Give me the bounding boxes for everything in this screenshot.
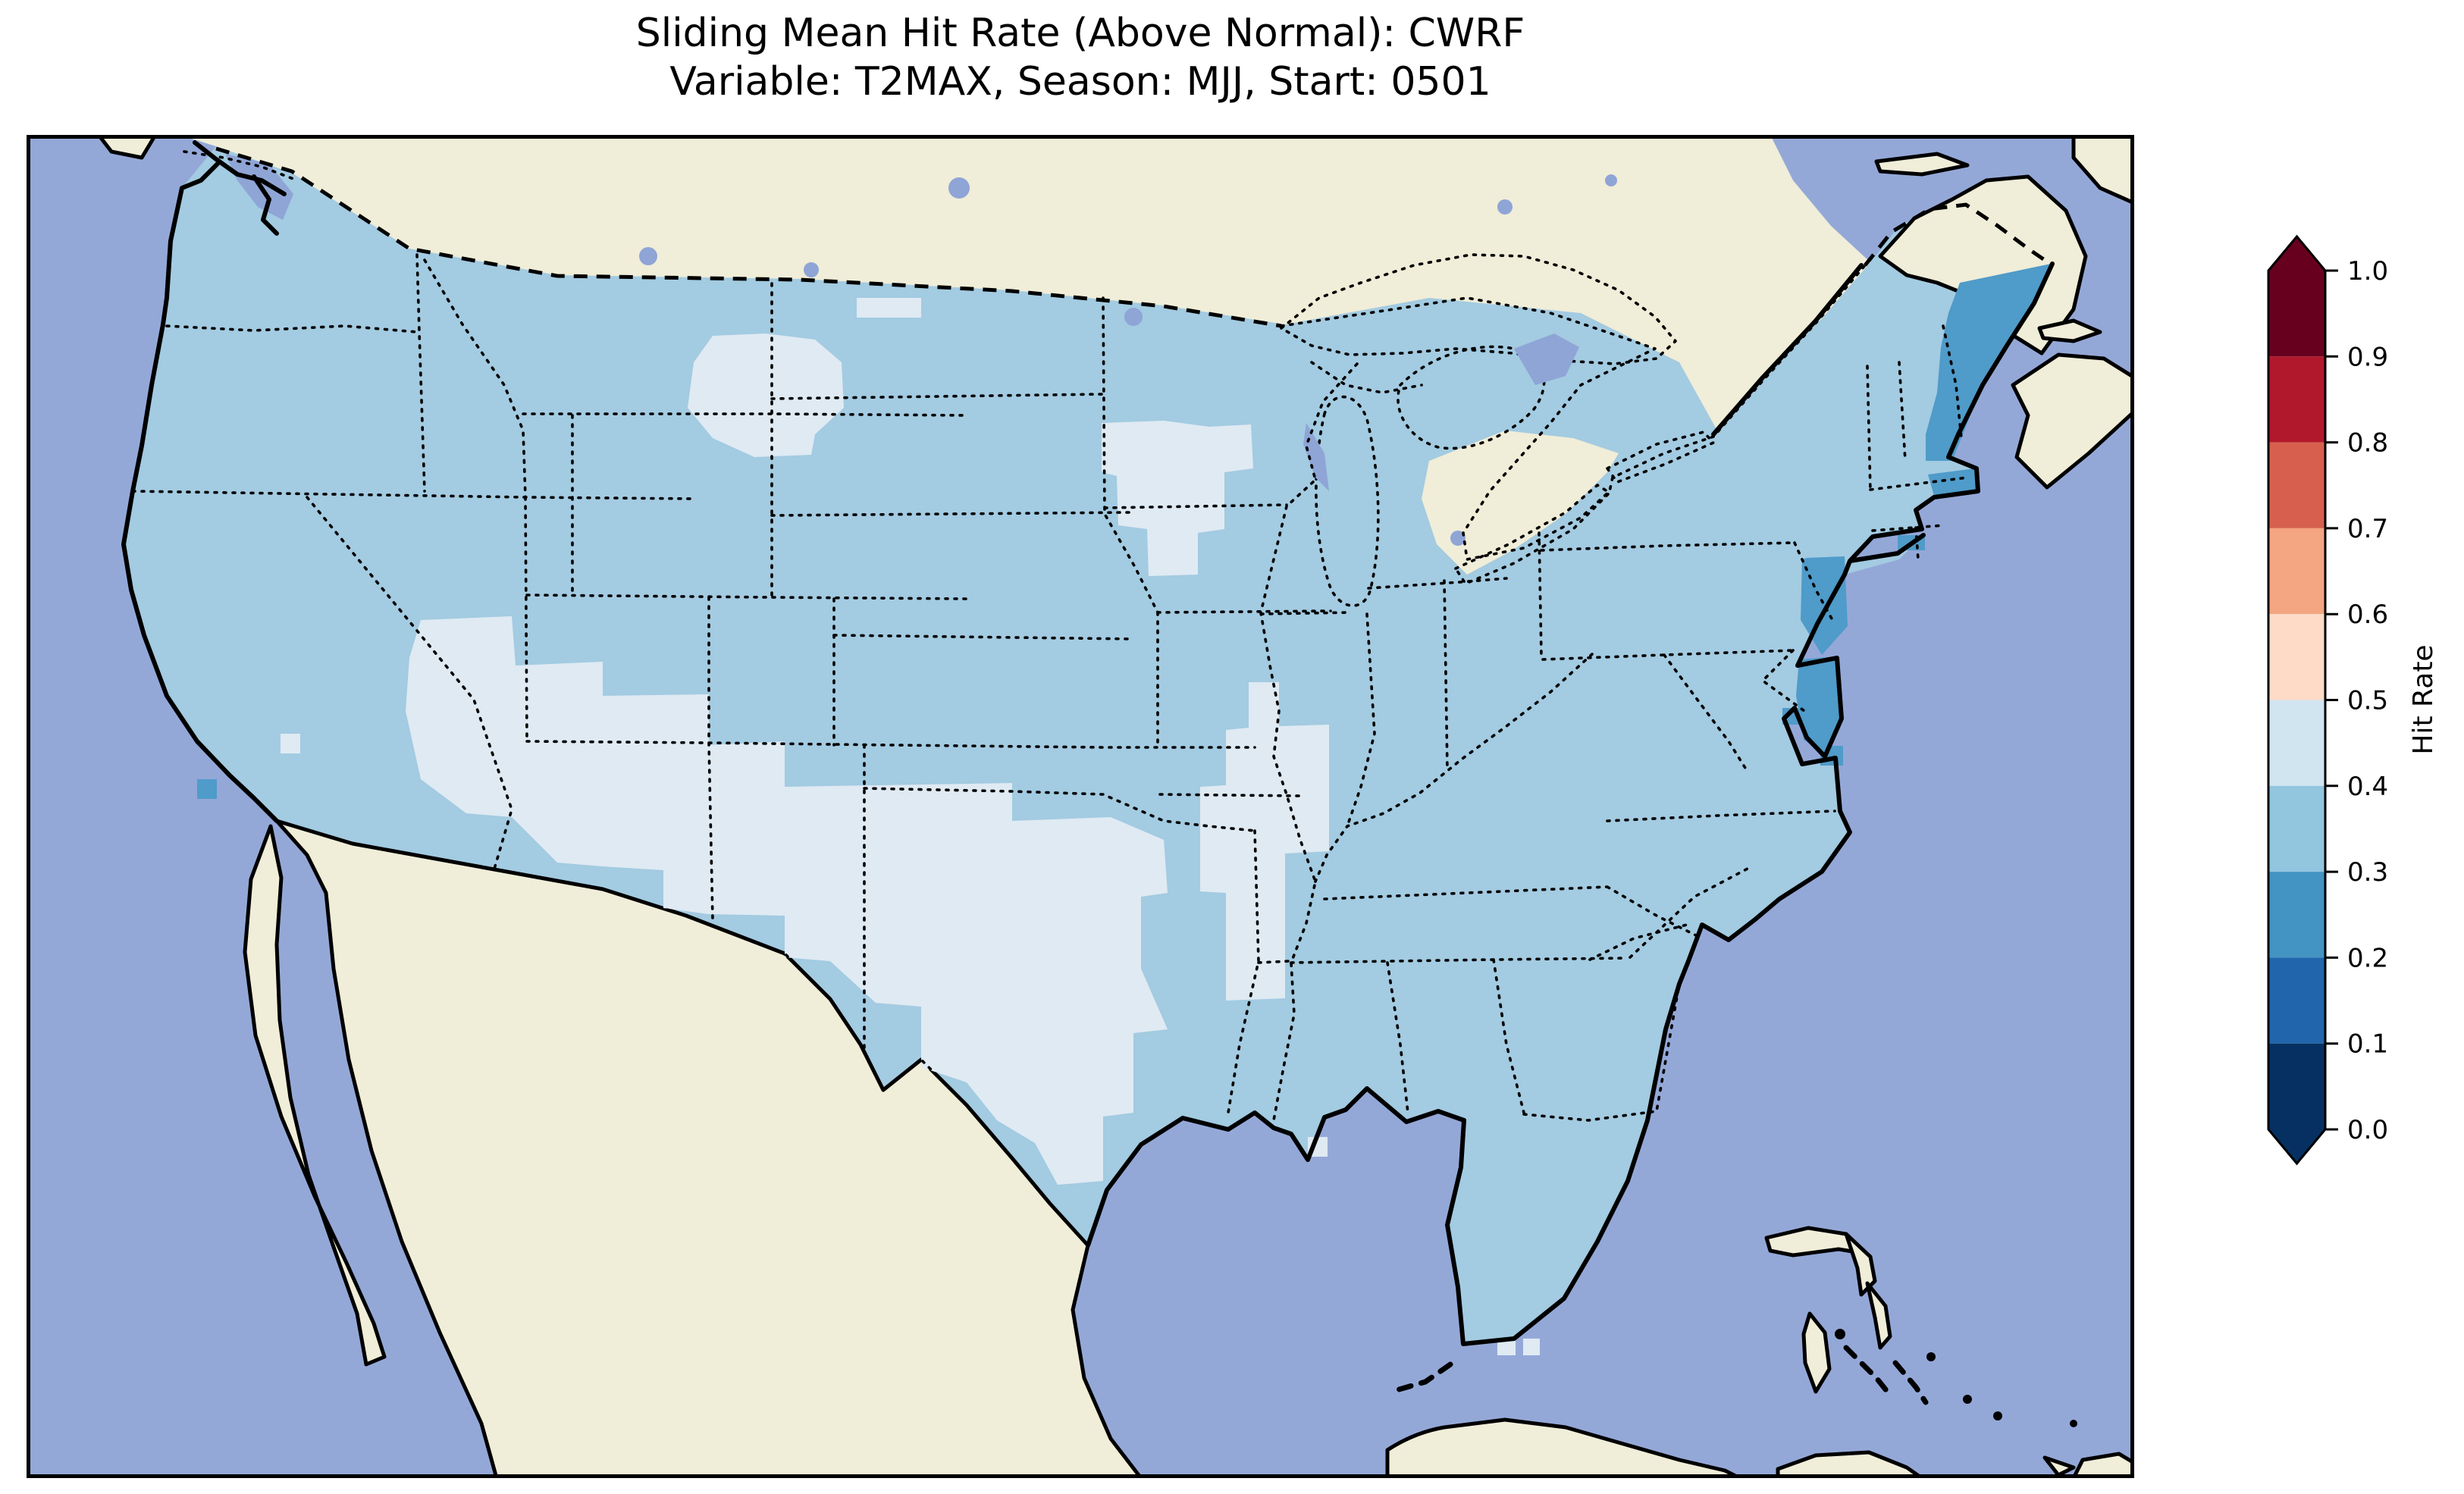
cbar-bin-2 <box>2268 442 2325 528</box>
atlantic-gulf-coastline <box>1086 262 2055 1346</box>
colorbar-bins <box>2268 271 2325 1129</box>
hit-rate-colorbar: 1.0 0.9 0.8 0.7 0.6 0.5 0.4 0.3 0.2 0.1 … <box>2267 234 2439 1166</box>
cbar-bin-0 <box>2268 271 2325 357</box>
prince-edward-island <box>2037 318 2102 343</box>
figure-title-line2: Variable: T2MAX, Season: MJJ, Start: 050… <box>669 59 1491 105</box>
coastlines <box>121 140 2055 1346</box>
map-panel <box>27 135 2134 1478</box>
lake-huron <box>1397 345 1546 450</box>
small-lake-canada-4 <box>1497 199 1513 215</box>
cbar-bin-7 <box>2268 872 2325 958</box>
us-canada-border-lakes <box>1280 264 1867 561</box>
patch-cell-florida-strait-1 <box>1497 1339 1516 1355</box>
ontario-peninsula-land <box>1422 431 1619 575</box>
new-providence <box>1835 1329 1845 1339</box>
state-borders-east <box>1540 324 1969 773</box>
lake-michigan <box>1315 395 1380 607</box>
inagua <box>2042 1455 2076 1477</box>
lake-st-clair <box>1450 531 1466 546</box>
patch-tennessee-valley <box>1200 682 1329 1001</box>
state-borders-plains <box>770 296 1332 1114</box>
conus-hit-rate-map <box>27 135 2134 1478</box>
georgian-bay <box>1514 334 1579 385</box>
vancouver-island-tip <box>96 135 158 160</box>
cells-coastal-maine <box>1926 264 2051 461</box>
tick-label: 0.5 <box>2347 686 2388 716</box>
crooked-island <box>1963 1395 1972 1404</box>
figure-title: Sliding Mean Hit Rate (Above Normal): CW… <box>27 9 2134 106</box>
cuba-west <box>1385 1417 1742 1478</box>
new-brunswick-land <box>1878 174 2088 355</box>
andros <box>1801 1311 1832 1394</box>
patch-cells-north-dakota <box>857 298 921 318</box>
us-mexico-border <box>275 819 1089 1247</box>
eleuthera <box>1865 1281 1892 1350</box>
tick-label: 0.9 <box>2347 342 2388 372</box>
lake-superior <box>1280 253 1677 365</box>
mayaguana <box>1993 1411 2002 1420</box>
lake-ontario <box>1606 431 1715 484</box>
patch-wisconsin <box>1102 421 1253 576</box>
tick-label: 0.0 <box>2347 1115 2388 1145</box>
cbar-bin-8 <box>2268 957 2325 1044</box>
small-lake-canada-3 <box>948 177 970 199</box>
hispaniola-corner <box>2071 1452 2134 1478</box>
cells-cape-cod <box>1928 468 1978 496</box>
tick-label: 0.6 <box>2347 600 2388 630</box>
cell-channel-islands <box>197 779 217 799</box>
colorbar-extend-over-arrow <box>2268 236 2325 271</box>
state-borders-midwest-south <box>1259 361 1836 1122</box>
newfoundland-corner <box>2071 135 2134 205</box>
pacific-coastline <box>121 140 287 823</box>
figure-title-line1: Sliding Mean Hit Rate (Above Normal): CW… <box>635 11 1525 56</box>
hit-rate-patches-04-05 <box>281 298 1540 1355</box>
st-lawrence-river <box>1711 263 1864 437</box>
baja-california-land <box>243 824 387 1367</box>
us-canada-border <box>215 146 1282 328</box>
cells-delmarva <box>1796 656 1842 755</box>
cbar-bin-5 <box>2268 700 2325 786</box>
us-hit-rate-base <box>124 135 2052 1344</box>
cbar-bin-3 <box>2268 528 2325 615</box>
lake-of-the-woods <box>1124 308 1143 326</box>
juan-de-fuca-border <box>183 150 295 180</box>
tick-label: 0.7 <box>2347 514 2388 544</box>
tick-label: 0.1 <box>2347 1029 2388 1060</box>
cbar-bin-9 <box>2268 1043 2325 1129</box>
anticosti-island <box>1874 152 1970 177</box>
patch-cell-nevada <box>281 734 300 753</box>
patch-dakotas <box>688 334 844 457</box>
state-borders-west <box>131 253 1256 1050</box>
patch-southwest <box>406 616 1168 1185</box>
canada-land <box>180 135 1870 431</box>
san-salvador <box>1926 1352 1936 1361</box>
map-frame <box>27 135 2134 1478</box>
small-lake-canada-1 <box>639 247 657 265</box>
tick-label: 0.4 <box>2347 772 2388 802</box>
state-borders <box>131 253 1969 1122</box>
tick-label: 1.0 <box>2347 256 2388 287</box>
cuba-east <box>1776 1450 1924 1478</box>
colorbar-panel: 1.0 0.9 0.8 0.7 0.6 0.5 0.4 0.3 0.2 0.1 … <box>2244 220 2464 1228</box>
colorbar-ticks: 1.0 0.9 0.8 0.7 0.6 0.5 0.4 0.3 0.2 0.1 … <box>2325 256 2388 1145</box>
small-lake-canada-5 <box>1605 174 1617 186</box>
patch-cell-florida-strait-2 <box>1523 1339 1540 1355</box>
exuma-chain <box>1843 1345 1895 1400</box>
nova-scotia-land <box>2011 352 2134 490</box>
florida-keys <box>1388 1361 1453 1395</box>
colorbar-axis-label: Hit Rate <box>2408 644 2439 754</box>
tick-label: 0.3 <box>2347 857 2388 888</box>
turks-islands <box>2070 1420 2077 1427</box>
tick-label: 0.8 <box>2347 428 2388 459</box>
long-island-bahamas <box>1892 1360 1929 1405</box>
small-lake-canada-2 <box>804 262 819 277</box>
cbar-bin-1 <box>2268 356 2325 443</box>
cbar-bin-6 <box>2268 785 2325 872</box>
us-canada-border-maine <box>1864 202 2054 268</box>
colorbar-extend-under-arrow <box>2268 1129 2325 1164</box>
cbar-bin-4 <box>2268 614 2325 700</box>
caribbean-islands <box>1385 1226 2134 1478</box>
tick-label: 0.2 <box>2347 943 2388 973</box>
international-borders <box>183 146 2054 1247</box>
